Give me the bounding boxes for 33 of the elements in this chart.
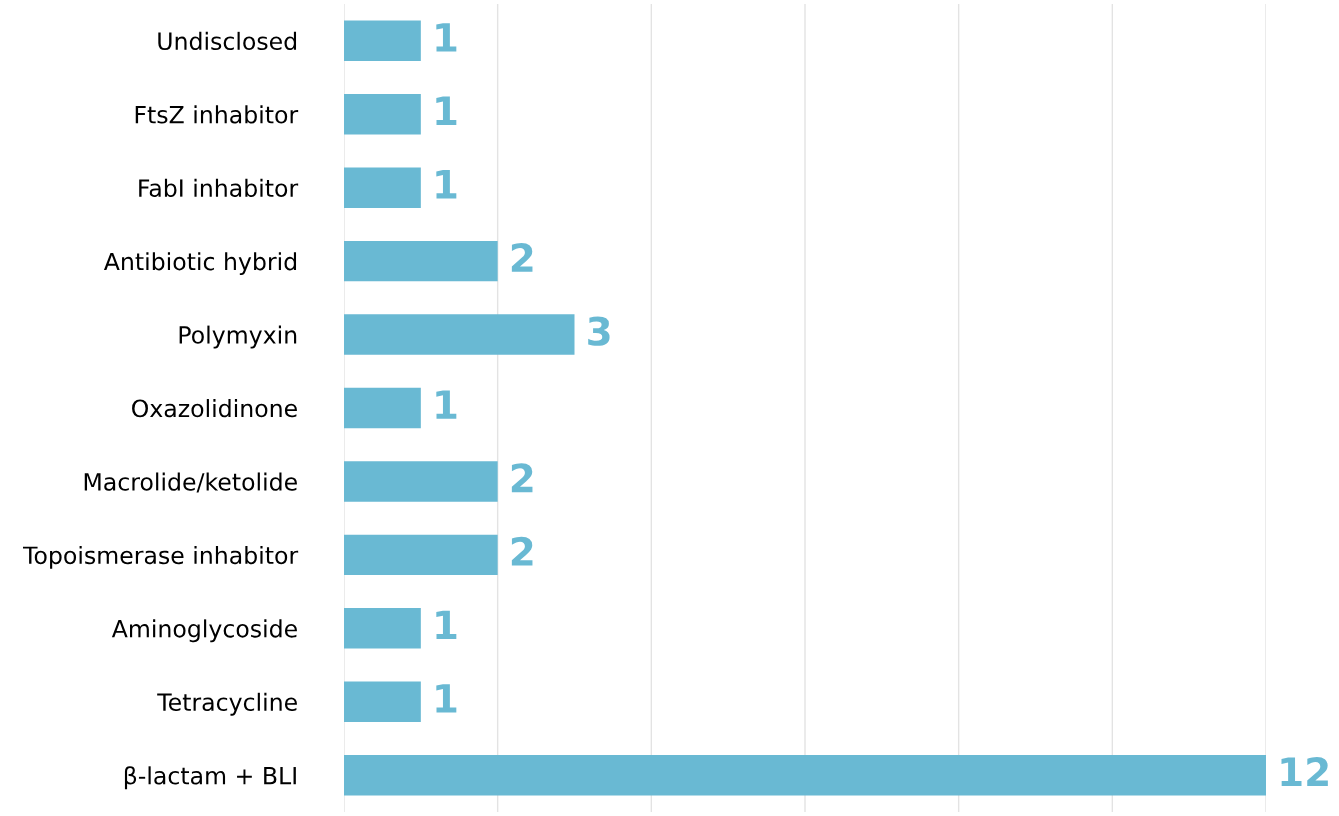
y-tick-label: Aminoglycoside <box>111 619 297 643</box>
y-tick-label: Antibiotic hybrid <box>103 252 297 275</box>
data-label: 1 <box>436 96 457 125</box>
y-tick-label: Oxazolidinone <box>132 399 297 418</box>
bar <box>344 534 498 576</box>
data-label: 1 <box>436 684 457 713</box>
bar <box>344 314 575 355</box>
y-tick-label: Tetracycline <box>157 692 297 716</box>
y-tick-label: FtsZ inhabitor <box>135 105 299 124</box>
bar <box>344 608 421 649</box>
data-label: 12 <box>1281 757 1328 786</box>
y-tick-label: Polymyxin <box>179 325 297 349</box>
data-label: 3 <box>588 316 610 346</box>
data-label: 1 <box>436 23 457 52</box>
data-label: 2 <box>511 463 533 493</box>
bar <box>344 681 421 722</box>
y-tick-label: Topoismerase inhabitor <box>23 545 299 569</box>
bar <box>344 20 421 61</box>
bar <box>344 240 498 282</box>
bar <box>344 461 498 502</box>
data-label: 2 <box>511 242 533 272</box>
bar <box>344 755 1266 796</box>
y-tick-label: FabI inhabitor <box>139 178 299 197</box>
data-label: 1 <box>436 390 457 419</box>
y-tick-label: β-lactam + BLI <box>124 766 296 790</box>
y-tick-label: Macrolide/ketolide <box>84 472 297 493</box>
bar <box>344 94 421 135</box>
data-label: 1 <box>436 610 457 640</box>
data-label: 2 <box>511 536 533 566</box>
bar <box>344 167 421 208</box>
y-tick-label: Undisclosed <box>158 31 297 51</box>
data-label: 1 <box>436 170 457 199</box>
bar <box>344 387 421 429</box>
